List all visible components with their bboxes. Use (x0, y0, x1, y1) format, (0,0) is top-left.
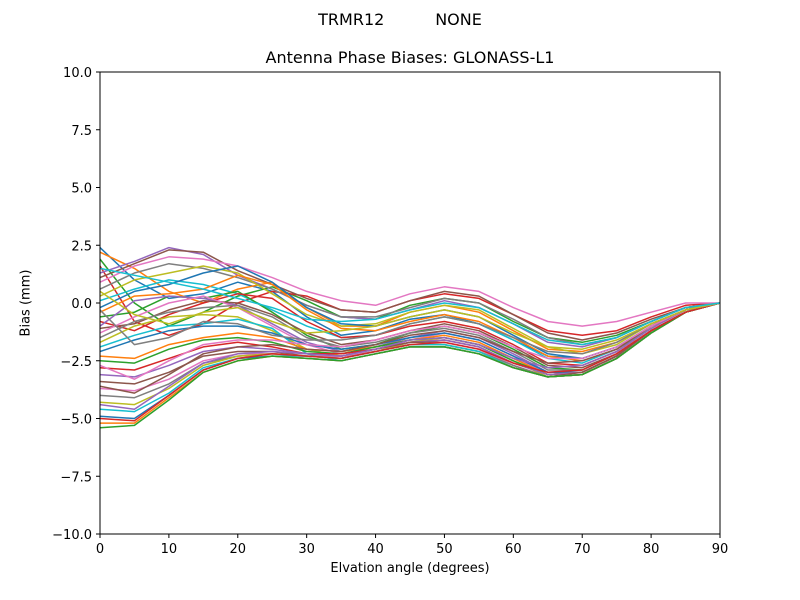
y-tick-label: 2.5 (71, 239, 92, 254)
series-line (100, 302, 720, 380)
axes: 0 10 20 30 40 50 60 70 80 90 −10.0 −7.5 −5.0 −2.5 0.0 2… (52, 66, 728, 557)
suptitle-antenna: TRMR12 (318, 10, 385, 29)
y-tick-label: −2.5 (60, 355, 92, 370)
x-tick-label: 70 (574, 542, 591, 557)
series-line (100, 302, 720, 385)
suptitle-radome: NONE (435, 10, 482, 29)
chart-title: Antenna Phase Biases: GLONASS-L1 (265, 48, 555, 67)
series-line (100, 302, 720, 422)
y-tick-label: −10.0 (52, 528, 92, 543)
x-tick-label: 90 (712, 542, 729, 557)
series-line (100, 256, 720, 327)
y-tick-label: 7.5 (71, 124, 92, 139)
x-tick-label: 50 (436, 542, 453, 557)
series-line (100, 290, 720, 350)
series-line (100, 265, 720, 355)
series-line (100, 249, 720, 341)
y-tick-label: −5.0 (60, 413, 92, 428)
data-lines (100, 246, 720, 429)
series-line (100, 302, 720, 429)
figure-suptitle: TRMR12 NONE (0, 10, 800, 29)
x-tick-label: 40 (367, 542, 384, 557)
x-axis-label: Elvation angle (degrees) (330, 561, 490, 576)
series-line (100, 267, 720, 346)
series-line (100, 302, 720, 355)
series-line (100, 299, 720, 369)
y-tick-label: 10.0 (63, 66, 92, 81)
y-tick-label: −7.5 (60, 470, 92, 485)
x-tick-label: 60 (505, 542, 522, 557)
x-tick-label: 20 (230, 542, 247, 557)
y-tick-label: 5.0 (71, 182, 92, 197)
series-line (100, 302, 720, 394)
x-tick-label: 10 (161, 542, 178, 557)
x-tick-label: 80 (643, 542, 660, 557)
x-tick-label: 0 (96, 542, 104, 557)
series-line (100, 302, 720, 411)
x-tick-label: 30 (298, 542, 315, 557)
y-tick-label: 0.0 (71, 297, 92, 312)
